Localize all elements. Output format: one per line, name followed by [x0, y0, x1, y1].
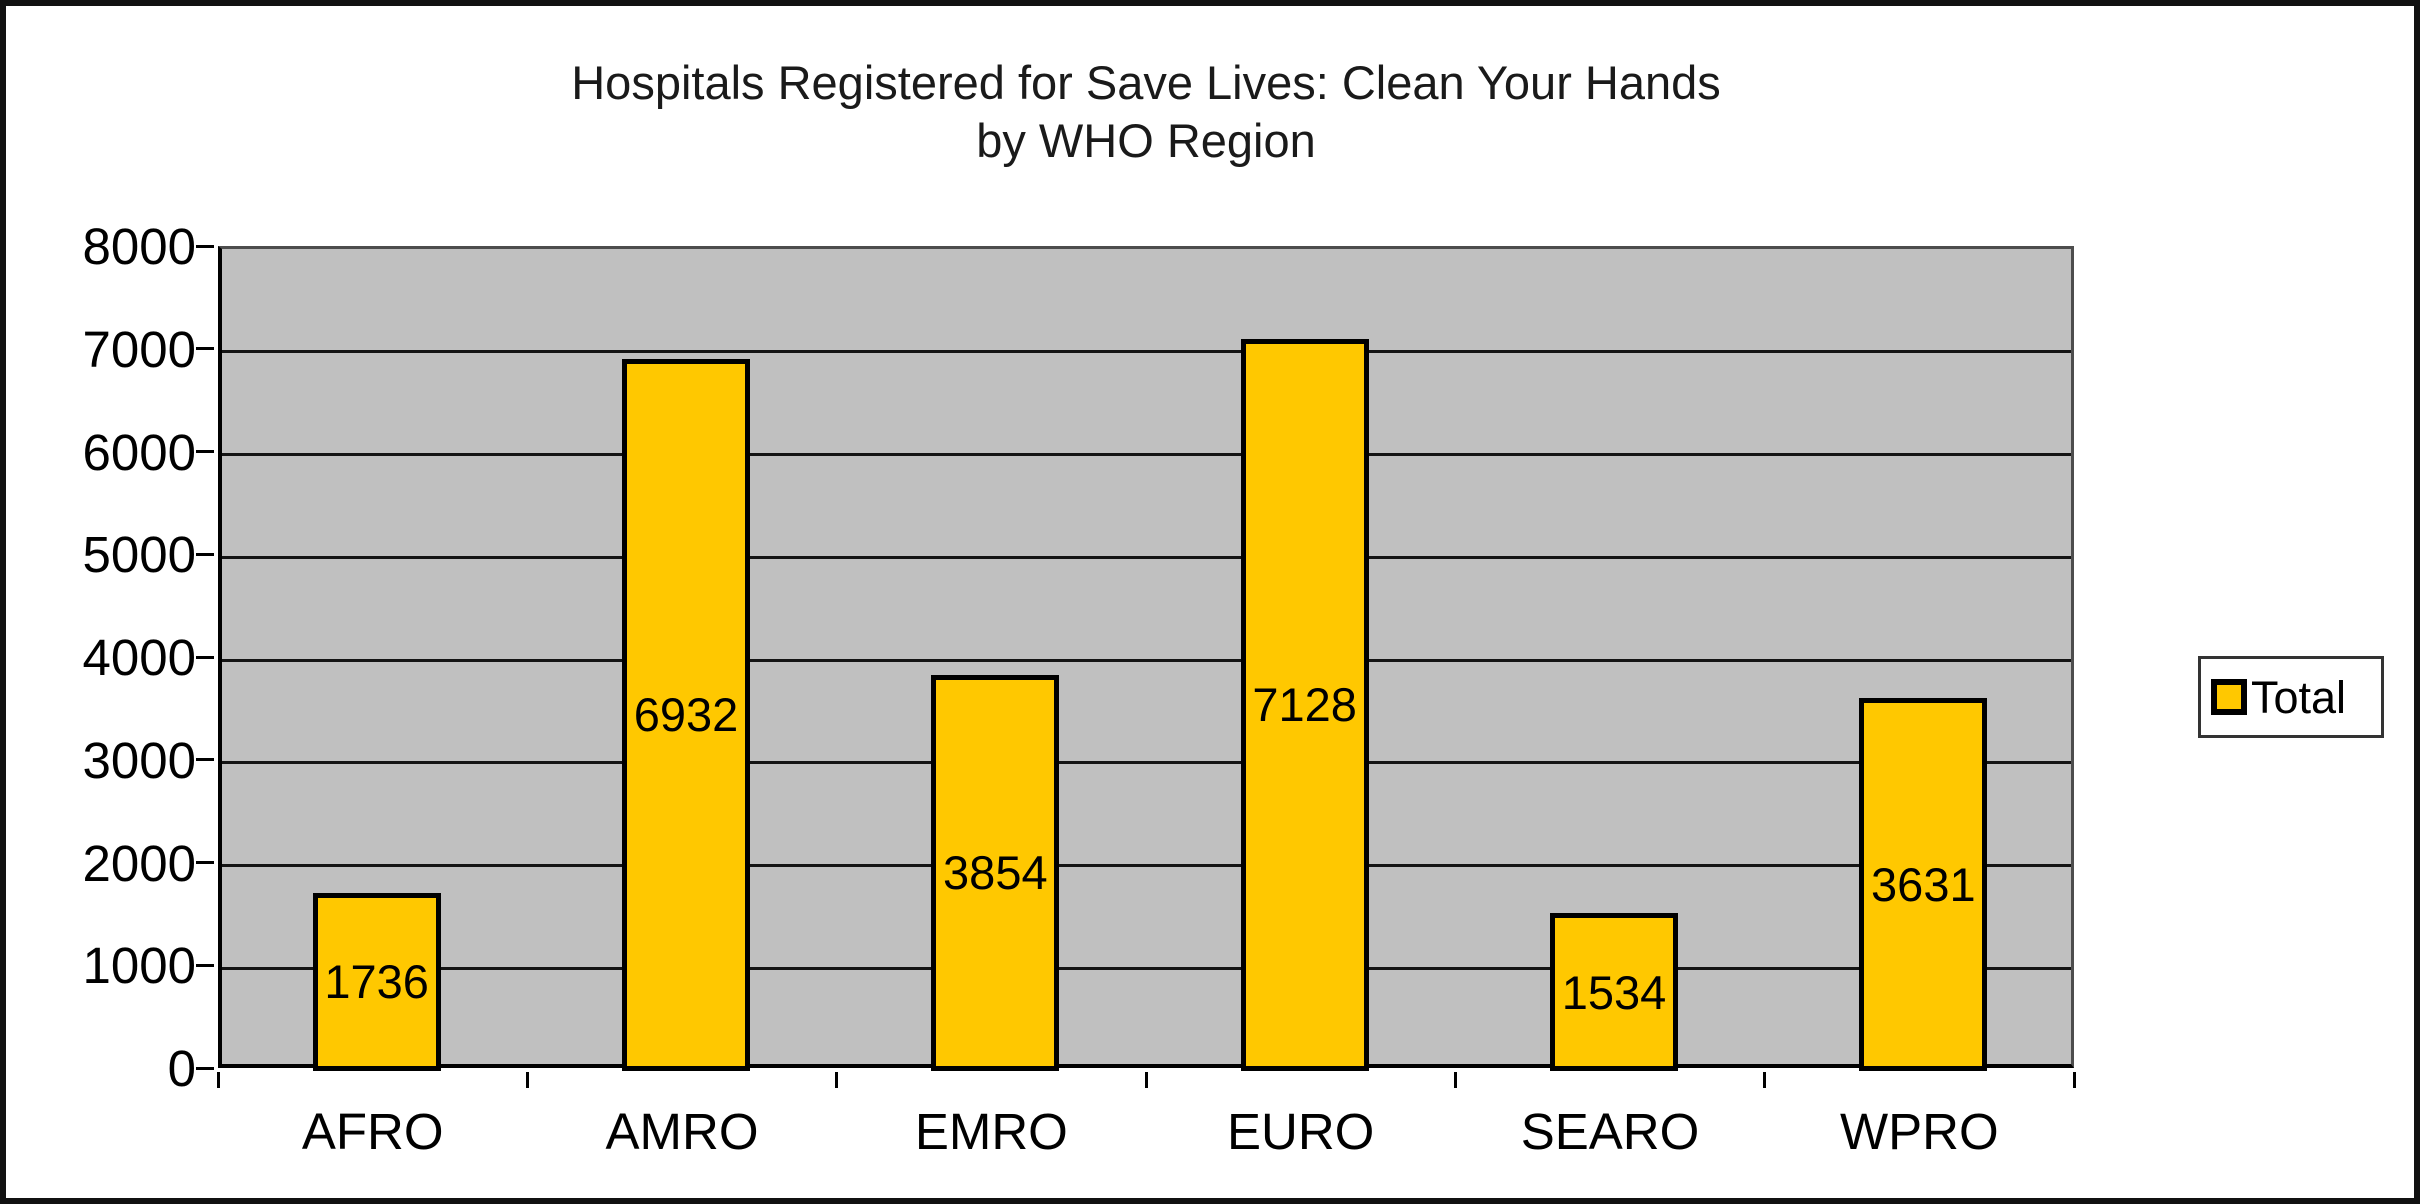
gridline-1000 [222, 966, 2071, 970]
legend-swatch-icon [2211, 679, 2247, 715]
y-tick-4000 [196, 655, 214, 659]
y-label-4000: 4000 [82, 629, 196, 686]
y-tick-0 [196, 1066, 214, 1070]
y-label-2000: 2000 [82, 834, 196, 892]
y-label-5000: 5000 [82, 526, 196, 584]
bar-AMRO: 6932 [622, 358, 750, 1071]
bar-EURO: 7128 [1240, 338, 1369, 1071]
y-tick-8000 [196, 244, 214, 248]
bar-value-label-SEARO: 1534 [1561, 965, 1667, 1019]
bar-value-label-AFRO: 1736 [324, 955, 429, 1009]
gridline-2000 [222, 864, 2071, 867]
bar-WPRO: 3631 [1859, 697, 1988, 1071]
plot-area: 1736 6932 3854 7128 1534 3631 [218, 246, 2074, 1071]
y-label-0: 0 [167, 1040, 196, 1097]
y-tick-7000 [196, 347, 214, 351]
x-tick-4 [1453, 1072, 1457, 1088]
x-tick-2 [835, 1072, 839, 1088]
chart-title-line1: Hospitals Registered for Save Lives: Cle… [571, 56, 1721, 109]
bar-value-label-EURO: 7128 [1252, 678, 1357, 732]
y-label-7000: 7000 [82, 320, 196, 378]
gridline-3000 [222, 761, 2071, 765]
x-tick-0 [216, 1072, 220, 1088]
y-label-8000: 8000 [82, 218, 196, 275]
gridline-7000 [222, 350, 2071, 354]
y-tick-1000 [196, 963, 214, 967]
bar-EMRO: 3854 [931, 675, 1060, 1071]
chart-title: Hospitals Registered for Save Lives: Cle… [218, 54, 2074, 170]
y-tick-5000 [196, 552, 214, 556]
x-tick-6 [2072, 1072, 2076, 1088]
x-label-AMRO: AMRO [605, 1103, 759, 1160]
bar-value-label-EMRO: 3854 [943, 846, 1048, 900]
x-label-SEARO: SEARO [1520, 1103, 1700, 1160]
chart-title-line2: by WHO Region [976, 114, 1316, 167]
y-tick-3000 [196, 758, 214, 762]
y-tick-6000 [196, 450, 214, 453]
gridline-5000 [222, 555, 2071, 559]
y-label-3000: 3000 [82, 731, 196, 789]
y-label-1000: 1000 [82, 937, 196, 995]
bar-value-label-WPRO: 3631 [1871, 857, 1976, 911]
x-tick-5 [1763, 1072, 1767, 1088]
bar-AFRO: 1736 [312, 892, 441, 1071]
x-label-WPRO: WPRO [1839, 1103, 1999, 1160]
x-tick-1 [525, 1072, 529, 1088]
legend-label: Total [2251, 671, 2347, 723]
x-label-EURO: EURO [1226, 1103, 1375, 1160]
bar-SEARO: 1534 [1550, 913, 1678, 1071]
y-tick-2000 [196, 861, 214, 864]
y-label-6000: 6000 [82, 423, 196, 481]
bar-value-label-AMRO: 6932 [633, 688, 739, 742]
x-label-AFRO: AFRO [301, 1103, 444, 1160]
gridline-6000 [222, 453, 2071, 456]
legend: Total [2198, 656, 2384, 738]
gridline-4000 [222, 658, 2071, 662]
x-tick-3 [1144, 1072, 1148, 1088]
x-label-EMRO: EMRO [914, 1103, 1068, 1160]
